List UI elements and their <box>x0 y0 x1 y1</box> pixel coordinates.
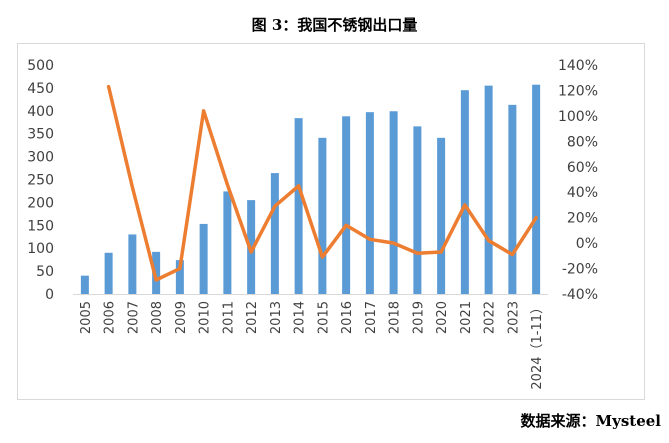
bar <box>223 191 232 294</box>
bar <box>389 111 398 295</box>
x-tick-label: 2008 <box>150 301 165 334</box>
bar <box>342 116 351 295</box>
y-tick-label: 350 <box>27 127 54 143</box>
y2-tick-label: 120% <box>558 83 598 99</box>
y-tick-label: 50 <box>36 264 54 280</box>
y-tick-label: 250 <box>27 173 54 189</box>
x-tick-label: 2022 <box>483 301 498 334</box>
x-tick-label: 2019 <box>411 301 426 334</box>
x-tick-label: 2010 <box>198 301 213 334</box>
x-tick-label: 2014 <box>293 301 308 334</box>
x-tick-label: 2017 <box>364 301 379 334</box>
y2-tick-label: 60% <box>567 160 598 176</box>
chart-title: 图 3：我国不锈钢出口量 <box>251 16 418 34</box>
y2-tick-label: 0% <box>576 236 598 252</box>
bar <box>413 126 422 294</box>
bar <box>175 260 184 294</box>
y2-tick-label: 20% <box>567 211 598 227</box>
x-tick-label: 2005 <box>79 301 94 334</box>
x-tick-label: 2006 <box>103 301 118 334</box>
y-tick-label: 400 <box>27 104 54 120</box>
y-tick-label: 500 <box>27 58 54 74</box>
growth-line <box>106 84 538 282</box>
y2-tick-label: -40% <box>562 287 598 303</box>
bar <box>104 252 113 294</box>
bar <box>152 251 161 294</box>
x-tick-label: 2007 <box>126 301 141 334</box>
y-tick-label: 150 <box>27 218 54 234</box>
x-tick-label: 2013 <box>269 301 284 334</box>
source-note: 数据来源：Mysteel <box>520 412 661 430</box>
x-tick-label: 2016 <box>340 301 355 334</box>
bar <box>437 137 446 294</box>
bar <box>484 85 493 294</box>
x-tick-label: 2015 <box>316 301 331 334</box>
x-tick-label: 2021 <box>459 301 474 334</box>
x-tick-label: 2012 <box>245 301 260 334</box>
y2-tick-label: 140% <box>558 58 598 74</box>
x-tick-label: 2011 <box>221 301 236 334</box>
chart-frame <box>17 43 645 400</box>
y-tick-label: 100 <box>27 241 54 257</box>
y2-tick-label: 80% <box>567 134 598 150</box>
bar <box>365 112 374 294</box>
x-tick-label: 2024（1-11） <box>530 301 545 390</box>
bar <box>460 90 469 294</box>
y2-tick-label: 40% <box>567 185 598 201</box>
bar <box>128 234 137 294</box>
bar <box>318 137 327 294</box>
bar <box>508 104 517 294</box>
bar <box>270 173 279 294</box>
x-tick-label: 2020 <box>435 301 450 334</box>
y-tick-label: 300 <box>27 150 54 166</box>
y-tick-label: 200 <box>27 195 54 211</box>
x-tick-label: 2018 <box>388 301 403 334</box>
bar <box>294 118 303 295</box>
y-tick-label: 0 <box>45 287 54 303</box>
y2-tick-label: 100% <box>558 109 598 125</box>
y2-tick-label: -20% <box>562 262 598 278</box>
bar <box>199 223 208 294</box>
y-tick-label: 450 <box>27 81 54 97</box>
bar <box>532 84 541 294</box>
bar <box>80 275 89 294</box>
x-tick-label: 2009 <box>174 301 189 334</box>
x-tick-label: 2023 <box>506 301 521 334</box>
